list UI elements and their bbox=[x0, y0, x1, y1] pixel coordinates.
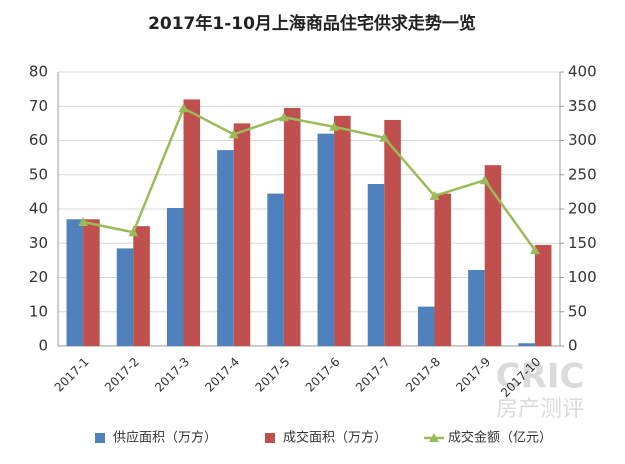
x-tick-label: 2017-6 bbox=[303, 355, 343, 395]
bar bbox=[468, 269, 485, 346]
bar bbox=[434, 193, 452, 346]
x-tick-label: 2017-8 bbox=[403, 355, 443, 395]
bar bbox=[334, 115, 351, 346]
bar bbox=[384, 119, 401, 346]
y-tick-label: 40 bbox=[29, 200, 48, 218]
bar bbox=[233, 123, 251, 346]
marker bbox=[379, 132, 390, 142]
y-tick-label: 20 bbox=[29, 268, 48, 286]
bar bbox=[133, 226, 150, 346]
y-tick-label: 30 bbox=[29, 234, 48, 252]
legend-swatch bbox=[429, 433, 439, 442]
marker bbox=[278, 112, 289, 122]
line bbox=[82, 106, 536, 251]
x-tick-label: 2017-3 bbox=[152, 355, 192, 395]
bar bbox=[83, 219, 100, 346]
x-tick-label: 2017-5 bbox=[253, 355, 293, 395]
y2-tick-label: 300 bbox=[568, 131, 597, 149]
legend-swatch bbox=[265, 433, 275, 443]
watermark: 房产测评 bbox=[496, 397, 584, 422]
legend-label: 成交面积（万方） bbox=[283, 430, 387, 446]
y-tick-label: 10 bbox=[29, 302, 48, 320]
bar bbox=[66, 219, 84, 346]
y2-tick-label: 250 bbox=[568, 165, 597, 183]
marker bbox=[178, 103, 189, 113]
x-tick-label: 2017-2 bbox=[102, 355, 142, 395]
y2-tick-label: 50 bbox=[568, 302, 587, 320]
bar bbox=[534, 244, 552, 346]
y2-tick-label: 350 bbox=[568, 97, 597, 115]
x-tick-label: 2017-1 bbox=[52, 355, 92, 395]
legend-swatch bbox=[95, 433, 105, 443]
marker bbox=[128, 227, 139, 237]
y2-tick-label: 100 bbox=[568, 268, 597, 286]
bar bbox=[283, 107, 301, 347]
legend-label: 成交金额（亿元） bbox=[448, 430, 552, 446]
x-tick-label: 2017-7 bbox=[353, 355, 393, 395]
marker bbox=[228, 129, 239, 139]
watermark: CRIC bbox=[496, 357, 585, 397]
y-tick-label: 60 bbox=[29, 131, 48, 149]
bar bbox=[518, 343, 535, 346]
bar bbox=[116, 248, 134, 346]
bar bbox=[317, 133, 335, 346]
bar bbox=[183, 99, 201, 347]
y-tick-label: 80 bbox=[29, 63, 48, 81]
marker bbox=[429, 190, 440, 200]
y-tick-label: 0 bbox=[38, 337, 48, 355]
marker bbox=[329, 121, 340, 131]
legend-label: 供应面积（万方） bbox=[113, 430, 217, 446]
y2-tick-label: 0 bbox=[568, 337, 578, 355]
marker bbox=[78, 217, 89, 227]
marker bbox=[529, 245, 540, 255]
x-tick-label: 2017-4 bbox=[202, 355, 242, 395]
y-tick-label: 50 bbox=[29, 165, 48, 183]
chart-title: 2017年1-10月上海商品住宅供求走势一览 bbox=[148, 13, 476, 34]
bar bbox=[417, 306, 435, 346]
x-tick-label: 2017-9 bbox=[453, 355, 493, 395]
y2-tick-label: 200 bbox=[568, 200, 597, 218]
y-tick-label: 70 bbox=[29, 97, 48, 115]
bar bbox=[367, 183, 385, 346]
y2-tick-label: 400 bbox=[568, 63, 597, 81]
marker bbox=[479, 175, 490, 185]
y2-tick-label: 150 bbox=[568, 234, 597, 252]
bar bbox=[484, 165, 502, 346]
bar bbox=[267, 193, 284, 346]
bar bbox=[166, 207, 184, 346]
bar bbox=[217, 150, 234, 346]
